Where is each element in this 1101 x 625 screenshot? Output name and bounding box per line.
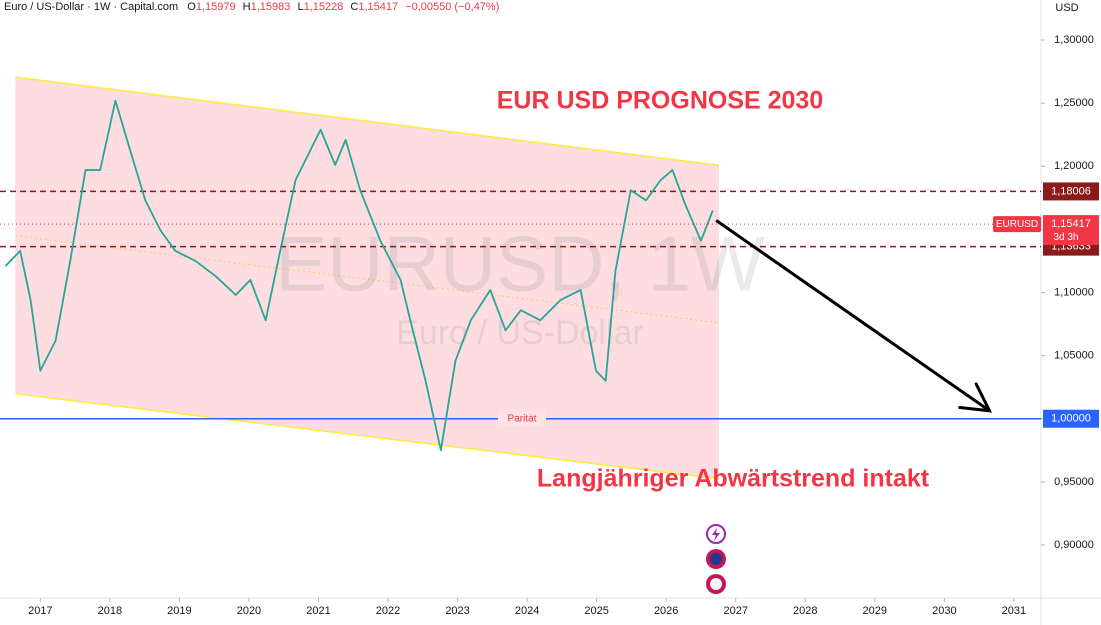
level-label-box [1043, 182, 1099, 201]
watermark-description: Euro / US-Dollar [396, 314, 644, 352]
x-tick-label: 2030 [932, 605, 956, 617]
ohlc-value: 1,15983 [251, 1, 291, 13]
x-tick-label: 2029 [863, 605, 887, 617]
y-tick-label: 1,05000 [1054, 350, 1094, 362]
header-instrument: Euro / US-Dollar · 1W · Capital.com [4, 1, 178, 13]
ohlc-value: 1,15228 [304, 1, 344, 13]
x-tick-label: 2023 [445, 605, 469, 617]
parity-label: 1,00000 [1051, 413, 1091, 425]
ohlc-key: H [243, 1, 251, 13]
price-box [1043, 215, 1099, 246]
x-tick-label: 2027 [723, 605, 747, 617]
ohlc-value: 1,15417 [358, 1, 398, 13]
parity-name-box [498, 411, 546, 426]
x-tick-label: 2022 [376, 605, 400, 617]
y-tick-label: 1,20000 [1054, 160, 1094, 172]
ohlc-key: O [187, 1, 196, 13]
watermark-symbol: EURUSD, 1W [275, 220, 765, 308]
event-icons[interactable] [706, 524, 726, 594]
event-icon-glyph [710, 578, 722, 590]
countdown-label: 3d 3h [1053, 232, 1078, 243]
level-label: 1,18006 [1051, 185, 1091, 197]
x-tick-label: 2021 [306, 605, 330, 617]
y-tick-label: 0,90000 [1054, 539, 1094, 551]
event-icon-glyph [712, 528, 720, 541]
x-tick-label: 2024 [515, 605, 539, 617]
ohlc-value: 1,15979 [196, 1, 236, 13]
x-tick-label: 2031 [1002, 605, 1026, 617]
price-line [4, 99, 714, 452]
x-tick-label: 2026 [654, 605, 678, 617]
x-tick-label: 2025 [584, 605, 608, 617]
channel-lower [15, 392, 720, 480]
currency-box[interactable] [1046, 0, 1096, 18]
parity-label-box [1043, 409, 1099, 428]
annotation: Langjähriger Abwärtstrend intakt [537, 465, 930, 493]
ohlc-key: L [297, 1, 303, 13]
event-icon-glyph [710, 553, 722, 565]
ohlc-key: C [350, 1, 358, 13]
chart-title: EUR USD PROGNOSE 2030 [497, 87, 824, 115]
x-tick-label: 2019 [167, 605, 191, 617]
x-tick-label: 2020 [237, 605, 261, 617]
header: Euro / US-Dollar · 1W · Capital.com O1,1… [4, 1, 499, 13]
currency-label[interactable]: USD [1055, 2, 1078, 14]
channel-mid [15, 235, 720, 324]
parity-name: Parität [508, 413, 537, 424]
forecast-arrow-head [958, 382, 993, 413]
price-label: 1,15417 [1051, 218, 1091, 230]
x-tick-label: 2018 [98, 605, 122, 617]
y-tick-label: 0,95000 [1054, 476, 1094, 488]
channel-upper [15, 76, 720, 166]
symbol-label: EURUSD [996, 219, 1038, 230]
y-tick-label: 1,30000 [1054, 34, 1094, 46]
header-change: −0,00550 (−0,47%) [405, 1, 499, 13]
x-tick-label: 2028 [793, 605, 817, 617]
background-layer [15, 76, 720, 480]
foreground-layer: 0,900000,950001,000001,050001,100001,150… [0, 34, 1099, 617]
symbol-box [993, 216, 1041, 233]
forecast-arrow [715, 219, 991, 413]
channel-fill [15, 77, 720, 479]
y-tick-label: 1,25000 [1054, 97, 1094, 109]
y-tick-label: 1,10000 [1054, 286, 1094, 298]
x-tick-label: 2017 [28, 605, 52, 617]
